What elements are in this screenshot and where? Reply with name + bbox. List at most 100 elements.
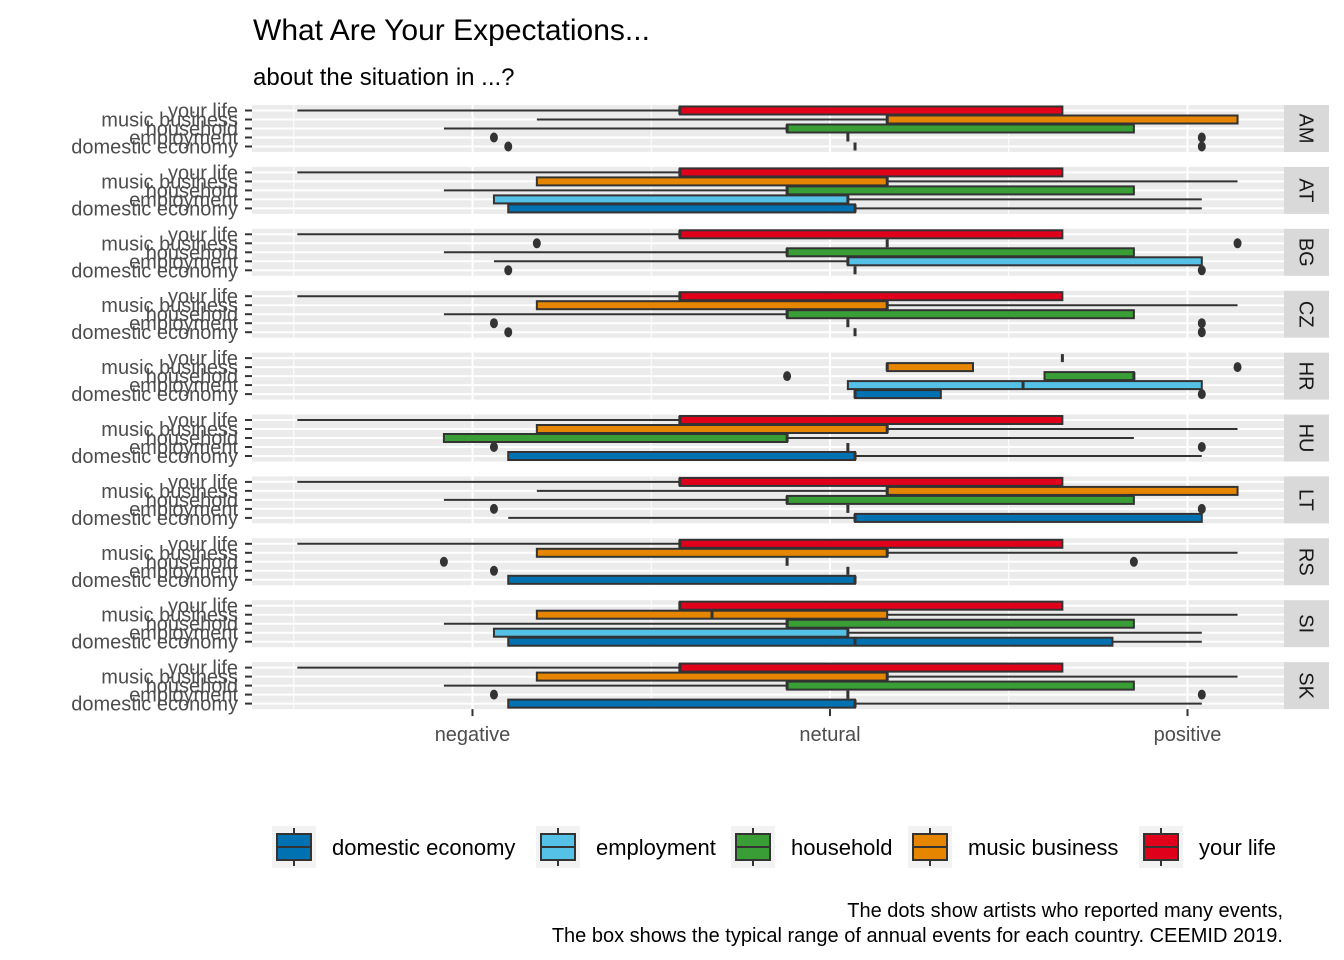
y-tick-label: music business — [101, 110, 238, 132]
y-tick-label: domestic economy — [71, 508, 238, 530]
box-iqr — [886, 485, 1239, 496]
strip-label: HR — [1295, 362, 1317, 391]
box-household — [443, 618, 1135, 629]
box-iqr — [535, 424, 889, 434]
strip-label: AT — [1295, 178, 1317, 202]
outlier-point — [1197, 389, 1206, 400]
y-tick-label: domestic economy — [71, 137, 238, 159]
outlier-point — [489, 565, 498, 576]
y-tick-label: domestic economy — [71, 632, 238, 654]
box-iqr — [535, 547, 889, 558]
outlier-point — [1197, 318, 1206, 329]
chart-subtitle: about the situation in ...? — [253, 64, 515, 91]
strip-background — [1284, 476, 1329, 524]
box-iqr — [442, 433, 789, 443]
strip-label: SK — [1295, 672, 1317, 699]
outlier-point — [1197, 689, 1206, 700]
outlier-point — [783, 371, 792, 382]
y-tick-label: employment — [129, 189, 238, 211]
box-your-life — [297, 415, 1064, 425]
y-tick-label: your life — [168, 596, 238, 618]
y-tick-label: employment — [129, 128, 238, 150]
y-tick-label: domestic economy — [71, 322, 238, 344]
x-axis: negative netural positive — [435, 709, 1222, 746]
box-your-life — [297, 662, 1064, 673]
y-tick-label: domestic economy — [71, 446, 238, 468]
x-tick-label: positive — [1154, 724, 1222, 746]
y-tick-label: household — [146, 490, 238, 512]
box-iqr — [846, 256, 1203, 267]
box-iqr — [786, 247, 1135, 258]
outlier-point — [504, 327, 513, 338]
y-tick-label: employment — [129, 685, 238, 707]
strip-label: CZ — [1295, 301, 1317, 328]
y-tick-label: employment — [129, 251, 238, 273]
y-tick-label: music business — [101, 419, 238, 441]
strip-background — [1284, 228, 1329, 276]
box-iqr — [535, 671, 889, 682]
box-iqr — [846, 380, 1203, 391]
y-tick-label: your life — [168, 162, 238, 184]
box-iqr — [492, 627, 849, 638]
box-iqr — [535, 176, 889, 187]
box-iqr — [492, 194, 849, 205]
box-your-life — [297, 476, 1064, 487]
y-tick-label: employment — [129, 561, 238, 583]
box-household — [443, 309, 1135, 320]
box-iqr — [786, 618, 1135, 629]
legend-label: employment — [596, 835, 716, 860]
strip-label: LT — [1295, 489, 1317, 511]
box-iqr — [786, 123, 1135, 134]
box-your-life — [297, 229, 1064, 240]
outlier-point — [1233, 362, 1242, 373]
strip-background — [1284, 105, 1329, 152]
y-tick-label: employment — [129, 313, 238, 335]
box-iqr — [678, 476, 1064, 487]
outlier-point — [1197, 327, 1206, 338]
y-tick-label: music business — [101, 357, 238, 379]
box-employment — [489, 132, 1206, 143]
box-your-life — [297, 291, 1064, 302]
outlier-point — [1233, 238, 1242, 249]
strip-label: AM — [1295, 114, 1317, 144]
y-tick-label: household — [146, 676, 238, 698]
y-tick-label: music business — [101, 543, 238, 565]
y-tick-label: household — [146, 119, 238, 141]
outlier-point — [532, 238, 541, 249]
outlier-point — [1197, 141, 1206, 152]
box-your-life — [297, 105, 1064, 116]
box-your-life — [297, 167, 1064, 178]
box-iqr — [535, 300, 889, 311]
outlier-point — [489, 132, 498, 143]
y-tick-label: domestic economy — [71, 260, 238, 282]
box-employment — [489, 442, 1206, 452]
box-iqr — [786, 309, 1135, 320]
legend-label: household — [791, 835, 893, 860]
box-domestic-economy — [504, 327, 1206, 338]
box-iqr — [678, 538, 1064, 549]
y-tick-label: household — [146, 614, 238, 636]
outlier-point — [1197, 132, 1206, 143]
box-iqr — [507, 203, 857, 214]
box-iqr — [854, 512, 1203, 523]
legend-item: domestic economy — [272, 826, 515, 868]
y-tick-label: your life — [168, 286, 238, 308]
box-music-business — [885, 362, 1242, 373]
outlier-point — [489, 503, 498, 514]
x-tick-label: negative — [435, 724, 511, 746]
box-household — [783, 371, 1136, 382]
box-domestic-economy — [504, 265, 1206, 276]
box-iqr — [886, 362, 975, 373]
box-employment — [489, 318, 1206, 329]
chart-title: What Are Your Expectations... — [253, 14, 650, 47]
box-domestic-economy — [507, 574, 857, 585]
strip-label: BG — [1295, 238, 1317, 267]
strip-background — [1284, 538, 1329, 586]
y-tick-label: your life — [168, 348, 238, 370]
box-iqr — [678, 291, 1064, 302]
